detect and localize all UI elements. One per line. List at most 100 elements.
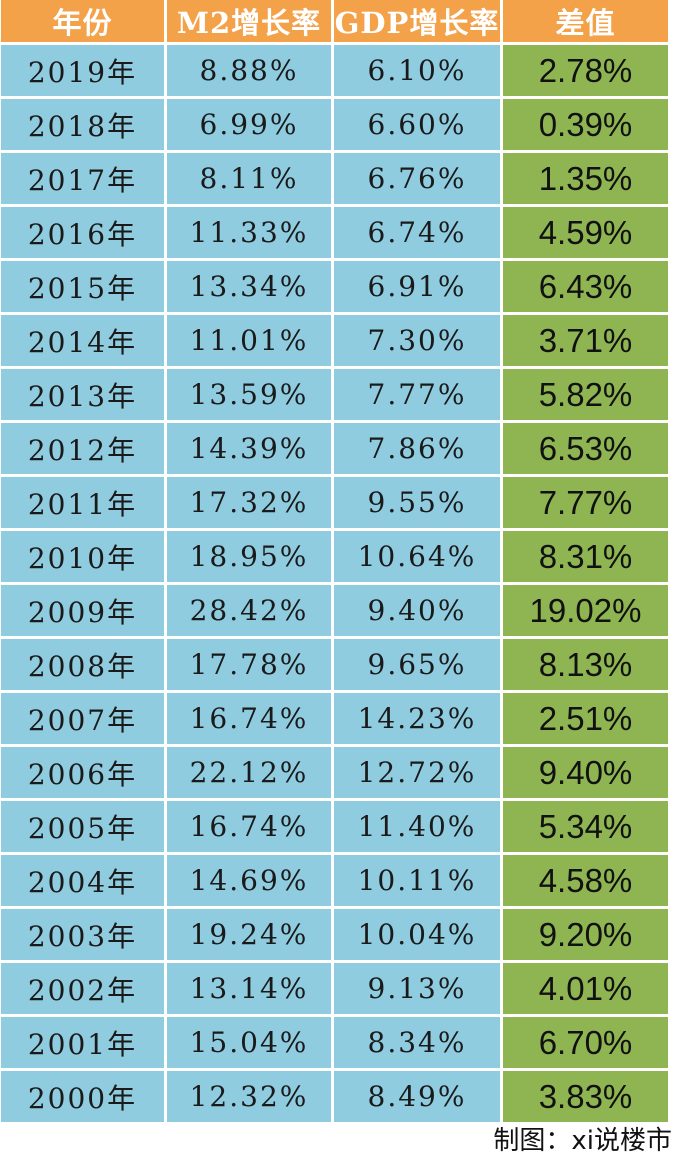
difference-cell: 4.58% <box>503 855 668 906</box>
year-cell: 2003年 <box>1 909 164 960</box>
gdp-growth-cell: 6.76% <box>334 153 500 204</box>
gdp-growth-cell: 9.65% <box>334 639 500 690</box>
table-row: 2007年 16.74% 14.23% 2.51% <box>1 693 668 744</box>
difference-cell: 7.77% <box>503 477 668 528</box>
year-cell: 2013年 <box>1 369 164 420</box>
gdp-growth-cell: 12.72% <box>334 747 500 798</box>
m2-growth-cell: 8.11% <box>167 153 331 204</box>
year-cell: 2011年 <box>1 477 164 528</box>
header-year: 年份 <box>1 0 164 42</box>
gdp-growth-cell: 9.13% <box>334 963 500 1014</box>
year-cell: 2012年 <box>1 423 164 474</box>
difference-cell: 8.31% <box>503 531 668 582</box>
m2-growth-cell: 16.74% <box>167 693 331 744</box>
year-cell: 2009年 <box>1 585 164 636</box>
chart-credit: 制图：xi说楼市 <box>493 1126 672 1156</box>
m2-growth-cell: 17.78% <box>167 639 331 690</box>
table-row: 2014年 11.01% 7.30% 3.71% <box>1 315 668 366</box>
difference-cell: 6.43% <box>503 261 668 312</box>
table-row: 2011年 17.32% 9.55% 7.77% <box>1 477 668 528</box>
gdp-growth-cell: 10.64% <box>334 531 500 582</box>
year-cell: 2006年 <box>1 747 164 798</box>
difference-cell: 2.78% <box>503 45 668 96</box>
year-cell: 2015年 <box>1 261 164 312</box>
gdp-growth-cell: 9.40% <box>334 585 500 636</box>
data-table-container: 年份 M2增长率 GDP增长率 差值 2019年 8.88% 6.10% 2.78% 2… <box>1 0 668 1122</box>
table-row: 2012年 14.39% 7.86% 6.53% <box>1 423 668 474</box>
gdp-growth-cell: 8.49% <box>334 1071 500 1122</box>
difference-cell: 3.83% <box>503 1071 668 1122</box>
table-row: 2016年 11.33% 6.74% 4.59% <box>1 207 668 258</box>
m2-growth-cell: 16.74% <box>167 801 331 852</box>
table-row: 2004年 14.69% 10.11% 4.58% <box>1 855 668 906</box>
gdp-growth-cell: 7.30% <box>334 315 500 366</box>
table-row: 2015年 13.34% 6.91% 6.43% <box>1 261 668 312</box>
table-row: 2009年 28.42% 9.40% 19.02% <box>1 585 668 636</box>
m2-growth-cell: 12.32% <box>167 1071 331 1122</box>
table-row: 2018年 6.99% 6.60% 0.39% <box>1 99 668 150</box>
m2-growth-cell: 6.99% <box>167 99 331 150</box>
m2-growth-cell: 14.69% <box>167 855 331 906</box>
gdp-growth-cell: 9.55% <box>334 477 500 528</box>
difference-cell: 0.39% <box>503 99 668 150</box>
gdp-growth-cell: 6.10% <box>334 45 500 96</box>
header-row: 年份 M2增长率 GDP增长率 差值 <box>1 0 668 42</box>
year-cell: 2002年 <box>1 963 164 1014</box>
year-cell: 2000年 <box>1 1071 164 1122</box>
m2-growth-cell: 11.33% <box>167 207 331 258</box>
table-row: 2003年 19.24% 10.04% 9.20% <box>1 909 668 960</box>
table-row: 2019年 8.88% 6.10% 2.78% <box>1 45 668 96</box>
difference-cell: 8.13% <box>503 639 668 690</box>
difference-cell: 5.82% <box>503 369 668 420</box>
m2-growth-cell: 19.24% <box>167 909 331 960</box>
year-cell: 2018年 <box>1 99 164 150</box>
difference-cell: 9.40% <box>503 747 668 798</box>
table-row: 2006年 22.12% 12.72% 9.40% <box>1 747 668 798</box>
gdp-growth-cell: 7.77% <box>334 369 500 420</box>
table-row: 2010年 18.95% 10.64% 8.31% <box>1 531 668 582</box>
m2-growth-cell: 13.14% <box>167 963 331 1014</box>
difference-cell: 4.01% <box>503 963 668 1014</box>
year-cell: 2010年 <box>1 531 164 582</box>
year-cell: 2007年 <box>1 693 164 744</box>
header-m2-growth: M2增长率 <box>167 0 331 42</box>
table-row: 2005年 16.74% 11.40% 5.34% <box>1 801 668 852</box>
table-row: 2001年 15.04% 8.34% 6.70% <box>1 1017 668 1068</box>
year-cell: 2017年 <box>1 153 164 204</box>
m2-growth-cell: 17.32% <box>167 477 331 528</box>
m2-growth-cell: 11.01% <box>167 315 331 366</box>
gdp-growth-cell: 7.86% <box>334 423 500 474</box>
difference-cell: 2.51% <box>503 693 668 744</box>
table-row: 2008年 17.78% 9.65% 8.13% <box>1 639 668 690</box>
m2-growth-cell: 18.95% <box>167 531 331 582</box>
gdp-growth-cell: 10.11% <box>334 855 500 906</box>
table-row: 2017年 8.11% 6.76% 1.35% <box>1 153 668 204</box>
difference-cell: 6.70% <box>503 1017 668 1068</box>
m2-growth-cell: 13.34% <box>167 261 331 312</box>
difference-cell: 19.02% <box>503 585 668 636</box>
growth-comparison-table: 年份 M2增长率 GDP增长率 差值 2019年 8.88% 6.10% 2.78% 2… <box>1 0 668 1122</box>
header-gdp-growth: GDP增长率 <box>334 0 500 42</box>
year-cell: 2008年 <box>1 639 164 690</box>
gdp-growth-cell: 6.60% <box>334 99 500 150</box>
table-row: 2002年 13.14% 9.13% 4.01% <box>1 963 668 1014</box>
difference-cell: 5.34% <box>503 801 668 852</box>
difference-cell: 6.53% <box>503 423 668 474</box>
m2-growth-cell: 14.39% <box>167 423 331 474</box>
year-cell: 2016年 <box>1 207 164 258</box>
gdp-growth-cell: 8.34% <box>334 1017 500 1068</box>
gdp-growth-cell: 10.04% <box>334 909 500 960</box>
difference-cell: 9.20% <box>503 909 668 960</box>
header-difference: 差值 <box>503 0 668 42</box>
m2-growth-cell: 28.42% <box>167 585 331 636</box>
gdp-growth-cell: 6.74% <box>334 207 500 258</box>
table-body: 2019年 8.88% 6.10% 2.78% 2018年 6.99% 6.60% 0.39%… <box>1 45 668 1122</box>
gdp-growth-cell: 11.40% <box>334 801 500 852</box>
year-cell: 2005年 <box>1 801 164 852</box>
difference-cell: 4.59% <box>503 207 668 258</box>
m2-growth-cell: 13.59% <box>167 369 331 420</box>
year-cell: 2001年 <box>1 1017 164 1068</box>
m2-growth-cell: 22.12% <box>167 747 331 798</box>
m2-growth-cell: 8.88% <box>167 45 331 96</box>
year-cell: 2019年 <box>1 45 164 96</box>
